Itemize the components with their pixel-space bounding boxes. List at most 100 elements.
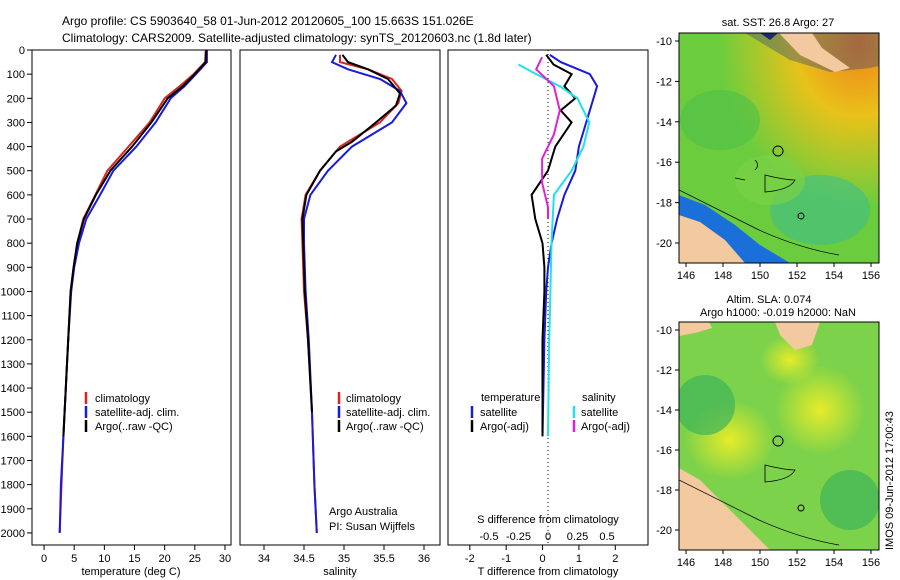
- map1-y-ticks: -10 -12 -14 -16 -18 -20: [656, 36, 679, 250]
- depth-tick-label: 1000: [1, 286, 25, 298]
- depth-tick-label: 1300: [1, 359, 25, 371]
- lon-tick-label: 156: [862, 557, 880, 569]
- map2-title-line1: Altim. SLA: 0.074: [727, 294, 812, 306]
- depth-tick-label: 1900: [1, 504, 25, 516]
- temperature-legend: climatology satellite-adj. clim. Argo(..…: [84, 392, 179, 433]
- credit-line1: Argo Australia: [329, 506, 398, 518]
- credit-line2: PI: Susan Wijffels: [329, 521, 415, 533]
- lat-tick-label: -10: [656, 325, 672, 337]
- legend-t-satellite: satellite: [480, 407, 517, 419]
- depth-tick-label: 1600: [1, 431, 25, 443]
- salinity-xlabel: salinity: [323, 566, 357, 578]
- x-tick-label: 34: [258, 553, 270, 565]
- depth-tick-label: 1500: [1, 407, 25, 419]
- x-tick-label: 30: [219, 553, 231, 565]
- depth-tick-label: 700: [7, 214, 25, 226]
- lon-tick-label: 152: [788, 557, 806, 569]
- lat-tick-label: -14: [656, 405, 672, 417]
- lat-tick-label: -12: [656, 76, 672, 88]
- legend-climatology: climatology: [346, 393, 402, 405]
- depth-tick-label: 1400: [1, 383, 25, 395]
- x-tick-label: 35.5: [373, 553, 394, 565]
- temperature-panel: [31, 49, 232, 546]
- salinity-x-ticks: 34 34.5 35 35.5 36: [258, 545, 430, 565]
- x-tick-label: 35: [338, 553, 350, 565]
- map1-title: sat. SST: 26.8 Argo: 27: [722, 17, 835, 29]
- lon-tick-label: 146: [677, 270, 695, 282]
- lon-tick-label: 150: [751, 557, 769, 569]
- map1-x-ticks: 146 148 150 152 154 156: [677, 263, 880, 282]
- map2-title-line2: Argo h1000: -0.019 h2000: NaN: [700, 307, 856, 319]
- title-line1: Argo profile: CS 5903640_58 01-Jun-2012 …: [62, 14, 474, 28]
- s-tick-label: 0.25: [567, 531, 588, 543]
- x-tick-label: -1: [501, 553, 511, 565]
- legend-s-argo: Argo(-adj): [581, 421, 630, 433]
- lon-tick-label: 156: [862, 270, 880, 282]
- lat-tick-label: -12: [656, 365, 672, 377]
- x-tick-label: 2: [612, 553, 618, 565]
- legend-temperature-title: temperature: [481, 392, 540, 404]
- profile-series: [58, 49, 599, 533]
- lat-tick-label: -16: [656, 157, 672, 169]
- depth-tick-label: 800: [7, 238, 25, 250]
- lon-tick-label: 152: [788, 270, 806, 282]
- s-tick-label: 0.5: [599, 531, 614, 543]
- legend-climatology: climatology: [95, 393, 151, 405]
- salinity-panel: [239, 49, 441, 546]
- salinity-legend: climatology satellite-adj. clim. Argo(..…: [329, 392, 430, 533]
- sla-map: [679, 322, 879, 550]
- x-tick-label: 0: [41, 553, 47, 565]
- lon-tick-label: 148: [714, 557, 732, 569]
- series-line-diff-temperature-argo-adj-: [530, 54, 577, 437]
- s-diff-x-ticks: -0.5 -0.25 0 0.25 0.5: [480, 531, 615, 543]
- lat-tick-label: -20: [656, 525, 672, 537]
- legend-s-satellite: satellite: [581, 407, 618, 419]
- title-line2: Climatology: CARS2009. Satellite-adjuste…: [62, 31, 532, 45]
- legend-satellite: satellite-adj. clim.: [346, 407, 430, 419]
- depth-tick-label: 900: [7, 262, 25, 274]
- s-tick-label: 0: [545, 531, 551, 543]
- depth-tick-label: 300: [7, 117, 25, 129]
- lon-tick-label: 150: [751, 270, 769, 282]
- x-tick-label: 0: [539, 553, 545, 565]
- map2-frame: [678, 321, 880, 551]
- series-line-temp-argo-raw-qc-: [62, 49, 208, 437]
- map2-y-ticks: -10 -12 -14 -16 -18 -20: [656, 325, 679, 537]
- x-tick-label: 10: [98, 553, 110, 565]
- x-tick-label: -2: [465, 553, 475, 565]
- depth-tick-label: 1200: [1, 335, 25, 347]
- lon-tick-label: 154: [825, 557, 843, 569]
- map1-frame: [678, 32, 880, 264]
- s-diff-label: S difference from climatology: [477, 514, 619, 526]
- map2-x-ticks: 146 148 150 152 154 156: [677, 550, 880, 569]
- s-tick-label: -0.5: [480, 531, 499, 543]
- depth-tick-label: 600: [7, 190, 25, 202]
- lat-tick-label: -16: [656, 445, 672, 457]
- s-tick-label: -0.25: [506, 531, 531, 543]
- x-tick-label: 25: [189, 553, 201, 565]
- temperature-xlabel: temperature (deg C): [81, 566, 180, 578]
- lat-tick-label: -18: [656, 198, 672, 210]
- depth-tick-label: 100: [7, 69, 25, 81]
- series-line-diff-temperature-satellite: [541, 53, 599, 437]
- lat-tick-label: -20: [656, 238, 672, 250]
- x-tick-label: 34.5: [293, 553, 314, 565]
- depth-tick-label: 1100: [1, 311, 25, 323]
- depth-tick-label: 1800: [1, 480, 25, 492]
- x-tick-label: 36: [418, 553, 430, 565]
- t-diff-xlabel: T difference from climatology: [478, 566, 619, 578]
- depth-tick-label: 200: [7, 93, 25, 105]
- lat-tick-label: -18: [656, 485, 672, 497]
- x-tick-label: 20: [159, 553, 171, 565]
- legend-argo: Argo(..raw -QC): [95, 421, 173, 433]
- legend-salinity-title: salinity: [582, 392, 616, 404]
- depth-tick-label: 400: [7, 142, 25, 154]
- series-line-diff-salinity-argo-adj-: [534, 56, 561, 219]
- timestamp-stamp: IMOS 09-Jun-2012 17:00:43: [884, 411, 896, 550]
- lon-tick-label: 154: [825, 270, 843, 282]
- series-line-diff-salinity-satellite: [518, 63, 591, 437]
- depth-tick-label: 2000: [1, 528, 25, 540]
- series-line-sal-argo-raw-qc-: [301, 54, 402, 413]
- legend-argo: Argo(..raw -QC): [346, 421, 424, 433]
